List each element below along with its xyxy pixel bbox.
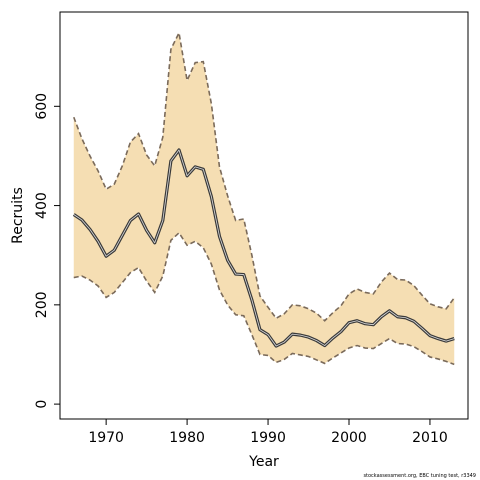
confidence-band (73, 32, 455, 365)
series-line-layer (72, 30, 455, 366)
confidence-band-layer (73, 32, 455, 365)
x-tick-label: 2000 (331, 430, 367, 446)
footnote: stockassessment.org, EBC tuning test, r3… (363, 473, 476, 479)
median-line-highlight (73, 149, 455, 347)
plot-frame (59, 11, 469, 420)
x-tick-label: 1990 (250, 430, 286, 446)
y-axis-label: Recruits (10, 187, 26, 244)
x-tick-label: 1970 (88, 430, 124, 446)
y-tick-label: 600 (34, 93, 50, 120)
y-axis: 0 200 400 600 (34, 93, 60, 409)
upper-bound-line (73, 30, 455, 322)
lower-bound-line (73, 231, 455, 366)
y-tick-label: 400 (34, 192, 50, 219)
x-tick-label: 2010 (412, 430, 448, 446)
x-axis-label: Year (248, 454, 279, 470)
y-tick-label: 200 (34, 291, 50, 318)
x-axis: 1970 1980 1990 2000 2010 (88, 419, 448, 446)
x-tick-label: 1980 (169, 430, 205, 446)
y-tick-label: 0 (34, 400, 50, 409)
